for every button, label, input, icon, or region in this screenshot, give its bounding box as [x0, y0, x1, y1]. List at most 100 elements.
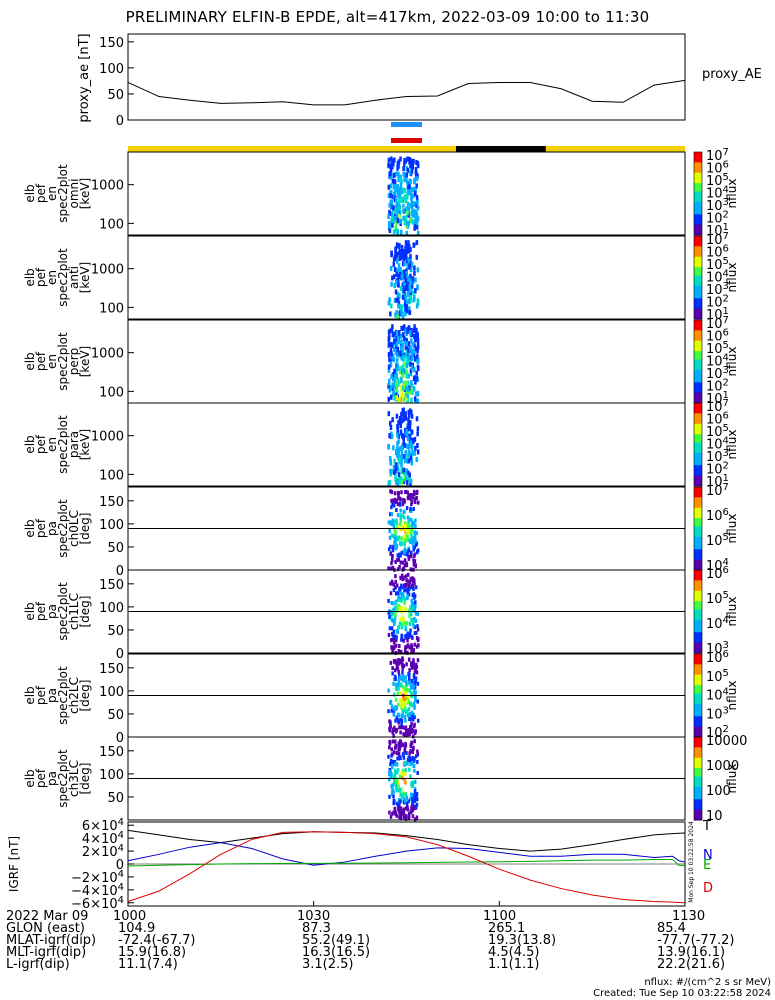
spectrogram-pixel	[403, 696, 406, 701]
colorbar-segment	[694, 520, 702, 523]
spectrogram-pixel	[406, 496, 410, 501]
spectrogram-pixel	[397, 597, 400, 602]
spectrogram-pixel	[415, 644, 419, 649]
colorbar-segment	[694, 638, 702, 642]
spectrogram-pixel	[400, 633, 403, 638]
spectrogram-pixel	[402, 732, 405, 737]
spectrogram-pixel	[402, 166, 405, 172]
spectrogram-pixel	[416, 344, 420, 350]
spectrogram-pixel	[409, 330, 412, 336]
spectrogram-pixel	[404, 816, 408, 821]
colorbar-label: nflux	[725, 681, 739, 711]
spectrogram-pixel	[406, 708, 409, 713]
spectrogram-pixel	[389, 762, 392, 767]
spectrogram-pixel	[391, 739, 395, 744]
spectrogram-pixel	[404, 718, 407, 723]
colorbar-segment	[694, 617, 702, 621]
spectrogram-pixel	[395, 783, 398, 788]
spectrogram-pixel	[394, 770, 397, 775]
spectrogram-pixel	[392, 390, 395, 396]
spectrogram-pixel	[394, 718, 397, 723]
spectrogram-pixel	[407, 556, 411, 561]
spectrogram-pixel	[410, 727, 414, 732]
spectrogram-pixel	[413, 581, 416, 586]
spectrogram-pixel	[388, 719, 391, 724]
spectrogram-pixel	[391, 178, 395, 184]
colorbar-segment	[694, 588, 702, 592]
spectrogram-pixel	[394, 612, 397, 617]
spectrogram-pixel	[392, 374, 395, 380]
colorbar-segment	[694, 250, 702, 254]
spectrogram-pixel	[407, 520, 410, 525]
spectrogram-pixel	[397, 250, 401, 256]
spectrogram-pixel	[413, 356, 417, 362]
colorbar-segment	[694, 644, 702, 648]
colorbar-segment	[694, 283, 702, 287]
spectrogram-pixel	[391, 759, 395, 764]
colorbar-segment	[694, 382, 702, 385]
colorbar-tick-label: 106	[706, 507, 729, 524]
spectrogram-pixel	[399, 513, 403, 518]
spectrogram-pixel	[395, 546, 398, 551]
spectrogram-pixel	[404, 295, 408, 301]
spectrogram-pixel	[407, 184, 410, 190]
spectrogram-pixel	[403, 261, 406, 267]
spectrogram-pixel	[402, 437, 405, 443]
colorbar-segment	[694, 722, 702, 726]
colorbar-segment	[694, 664, 702, 667]
colorbar-segment	[694, 369, 702, 373]
spectrogram-pixel	[387, 709, 390, 714]
colorbar-segment	[694, 442, 702, 445]
spectrogram-pixel	[408, 424, 412, 430]
footer-date: 2022 Mar 09	[6, 909, 89, 924]
spectrogram-pixel	[413, 779, 417, 784]
colorbar-segment	[694, 654, 702, 657]
spectrogram-pixel	[398, 788, 402, 793]
spectrogram-pixel	[405, 300, 409, 306]
colorbar-tick-label: 104	[706, 353, 729, 370]
spectrogram-pixel	[407, 525, 411, 530]
spectrogram-pixel	[404, 523, 407, 528]
spectrogram-pixel	[404, 306, 407, 312]
spectrogram-pixel	[398, 310, 402, 316]
spectrogram-pixel	[399, 591, 402, 596]
spectrogram-pixel	[393, 519, 396, 524]
spectrogram-pixel	[413, 324, 416, 330]
spectrogram-pixel	[391, 222, 394, 228]
spectrogram-pixel	[403, 601, 406, 606]
colorbar-segment	[694, 619, 702, 623]
spectrogram-pixel	[404, 468, 408, 474]
colorbar-label: nflux	[725, 597, 739, 627]
spectrogram-pixel	[410, 781, 413, 786]
spectrogram-pixel	[400, 809, 404, 814]
spectrogram-pixel	[410, 284, 414, 290]
spectrogram-pixel	[415, 416, 419, 422]
colorbar-segment	[694, 680, 702, 684]
colorbar-segment	[694, 446, 702, 450]
spectrogram-pixel	[412, 746, 415, 751]
spectrogram-pixel	[395, 171, 399, 177]
spectrogram-pixel	[405, 206, 408, 212]
spectrogram-pixel	[400, 249, 404, 255]
spectrogram-pixel	[408, 159, 411, 165]
spectrogram-pixel	[409, 371, 413, 377]
colorbar-segment	[694, 316, 702, 320]
spectrogram-pixel	[398, 397, 401, 403]
colorbar-segment	[694, 156, 702, 159]
spectrogram-pixel	[405, 338, 408, 344]
spectrogram-pixel	[410, 634, 413, 639]
spectrogram-pixel	[403, 649, 407, 654]
colorbar-segment	[694, 407, 702, 410]
spectrogram-pixel	[405, 728, 408, 733]
colorbar-segment	[694, 258, 702, 262]
spectrogram-pixel	[405, 304, 409, 310]
spectrogram-ylabel-line: [keV]	[78, 429, 92, 460]
spectrogram-pixel	[405, 582, 408, 587]
spectrogram-pixel	[403, 515, 406, 520]
igrf-legend-e: E	[703, 858, 711, 873]
spectrogram-pixel	[396, 335, 400, 341]
spectrogram-pixel	[411, 543, 415, 548]
spectrogram-pixel	[398, 621, 402, 626]
spectrogram-pixel	[403, 273, 407, 279]
spectrogram-pixel	[407, 688, 410, 693]
